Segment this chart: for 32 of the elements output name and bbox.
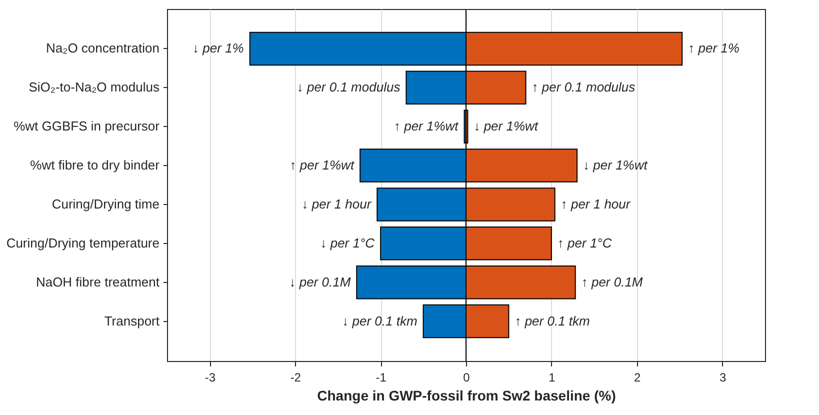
annotation: ↑ per 1°C	[557, 235, 612, 250]
x-tick-label: -3	[204, 370, 216, 384]
annotation: ↓ per 1%wt	[583, 158, 649, 173]
x-tick-label: 1	[548, 370, 556, 384]
annotation: ↑ per 0.1 tkm	[514, 313, 590, 328]
annotation: ↑ per 0.1 modulus	[532, 80, 636, 95]
annotation: ↓ per 0.1 modulus	[296, 80, 401, 95]
annotation: ↑ per 1 hour	[560, 196, 631, 212]
annotation: ↓ per 1°C	[320, 235, 376, 250]
annotation: ↓ per 1%wt	[474, 118, 540, 134]
x-tick-label: -2	[290, 370, 302, 384]
y-tick-label: Curing/Drying time	[52, 196, 160, 212]
y-tick-label: Curing/Drying temperature	[6, 235, 160, 250]
x-tick-label: -1	[376, 370, 387, 384]
y-tick-label: %wt GGBFS in precursor	[14, 118, 160, 134]
x-tick-label: 0	[463, 370, 470, 384]
annotation: ↑ per 1%wt	[290, 158, 356, 173]
annotation: ↑ per 1%	[688, 40, 740, 56]
y-tick-label: %wt fibre to dry binder	[30, 158, 160, 173]
annotation: ↑ per 0.1M	[581, 274, 643, 290]
annotation: ↓ per 0.1M	[289, 274, 351, 290]
annotation: ↓ per 0.1 tkm	[342, 313, 418, 328]
x-tick-label: 3	[719, 370, 726, 384]
x-axis-title: Change in GWP-fossil from Sw2 baseline (%)	[317, 388, 616, 404]
x-tick-label: 2	[634, 370, 642, 384]
y-tick-label: Na₂O concentration	[46, 40, 160, 56]
y-tick-label: Transport	[104, 313, 160, 328]
annotation: ↑ per 1%wt	[394, 118, 460, 134]
y-tick-label: NaOH fibre treatment	[36, 274, 160, 290]
y-tick-label: SiO₂-to-Na₂O modulus	[28, 80, 160, 95]
annotation: ↓ per 1%	[192, 40, 244, 56]
annotation: ↓ per 1 hour	[302, 196, 372, 212]
